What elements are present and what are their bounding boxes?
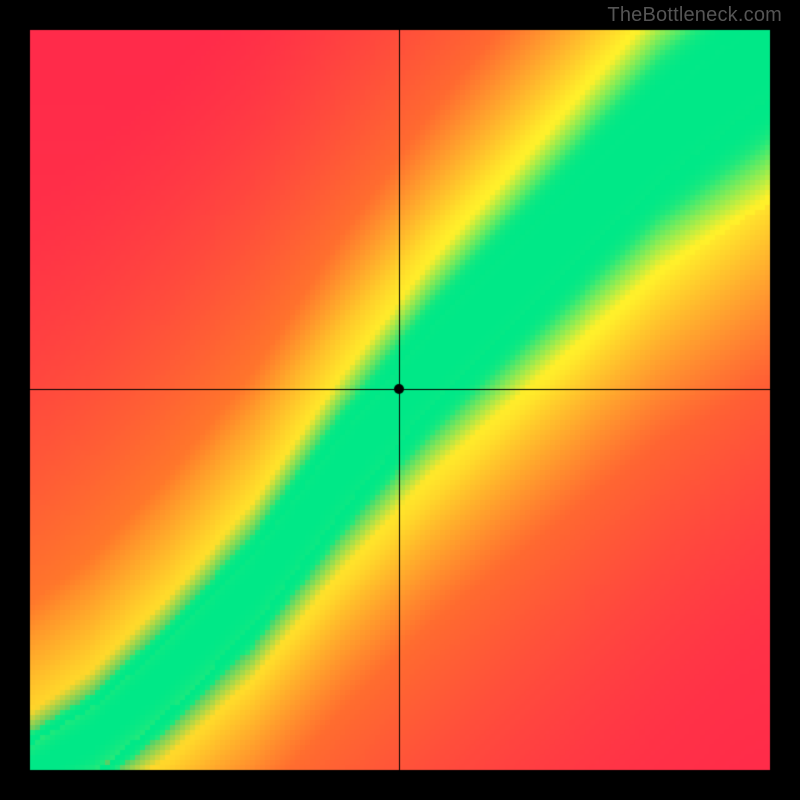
watermark-text: TheBottleneck.com [607,4,782,27]
bottleneck-heatmap [0,0,800,800]
